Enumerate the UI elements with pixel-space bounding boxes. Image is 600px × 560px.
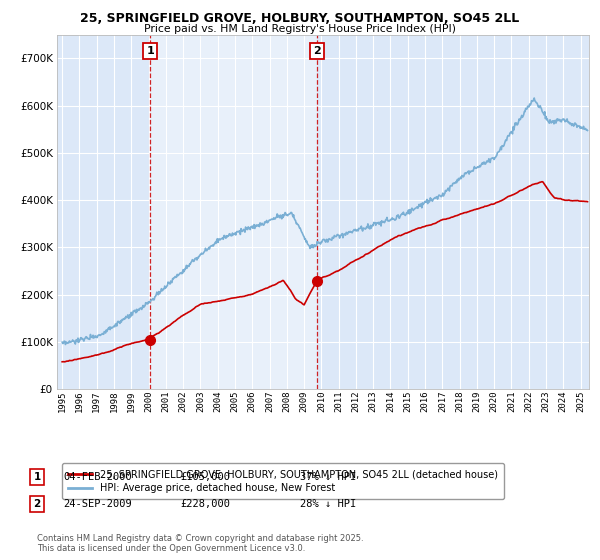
Text: 28% ↓ HPI: 28% ↓ HPI bbox=[300, 499, 356, 509]
Bar bbox=[150, 35, 317, 389]
Text: 24-SEP-2009: 24-SEP-2009 bbox=[63, 499, 132, 509]
Text: 1: 1 bbox=[146, 46, 154, 55]
Text: 25, SPRINGFIELD GROVE, HOLBURY, SOUTHAMPTON, SO45 2LL: 25, SPRINGFIELD GROVE, HOLBURY, SOUTHAMP… bbox=[80, 12, 520, 25]
Text: 2: 2 bbox=[313, 46, 320, 55]
Text: Price paid vs. HM Land Registry's House Price Index (HPI): Price paid vs. HM Land Registry's House … bbox=[144, 24, 456, 34]
Text: Contains HM Land Registry data © Crown copyright and database right 2025.
This d: Contains HM Land Registry data © Crown c… bbox=[37, 534, 364, 553]
Text: 1: 1 bbox=[34, 472, 41, 482]
Text: £228,000: £228,000 bbox=[180, 499, 230, 509]
Text: 04-FEB-2000: 04-FEB-2000 bbox=[63, 472, 132, 482]
Legend: 25, SPRINGFIELD GROVE, HOLBURY, SOUTHAMPTON, SO45 2LL (detached house), HPI: Ave: 25, SPRINGFIELD GROVE, HOLBURY, SOUTHAMP… bbox=[62, 463, 503, 499]
Text: 37% ↓ HPI: 37% ↓ HPI bbox=[300, 472, 356, 482]
Text: £105,000: £105,000 bbox=[180, 472, 230, 482]
Text: 2: 2 bbox=[34, 499, 41, 509]
